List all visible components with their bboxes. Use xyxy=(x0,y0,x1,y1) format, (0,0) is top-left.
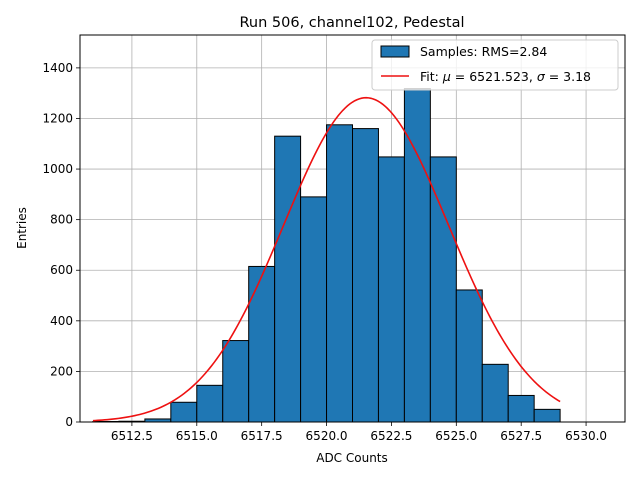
histogram-bar xyxy=(326,124,353,423)
x-axis-label: ADC Counts xyxy=(316,451,388,465)
histogram-bar xyxy=(429,156,457,423)
x-tick-label: 6512.5 xyxy=(111,429,153,443)
x-tick-label: 6517.5 xyxy=(241,429,283,443)
x-tick-label: 6522.5 xyxy=(370,429,412,443)
histogram-bar xyxy=(274,135,302,423)
y-tick-label: 1200 xyxy=(42,111,73,125)
legend-histogram-label: Samples: RMS=2.84 xyxy=(420,44,547,59)
y-tick-label: 800 xyxy=(50,213,73,227)
chart-title: Run 506, channel102, Pedestal xyxy=(239,15,464,31)
y-tick-label: 200 xyxy=(50,364,73,378)
y-axis-label: Entries xyxy=(15,207,29,249)
plot-frame xyxy=(79,34,626,423)
legend-histogram-swatch xyxy=(380,45,410,58)
histogram-bar xyxy=(455,289,483,423)
fit-curve xyxy=(92,96,561,422)
y-tick-label: 400 xyxy=(50,314,73,328)
histogram-bar xyxy=(377,156,405,423)
x-tick-label: 6515.0 xyxy=(176,429,218,443)
x-tick-label: 6525.0 xyxy=(435,429,477,443)
histogram-bar xyxy=(300,196,328,423)
legend-fit-mu: μ xyxy=(442,69,451,84)
histogram-bar xyxy=(352,128,379,423)
legend-fit-suffix: = 3.18 xyxy=(545,69,591,84)
legend-fit-sigma: σ xyxy=(537,69,546,84)
histogram-bar xyxy=(248,265,276,423)
legend: Samples: RMS=2.84 Fit: μ = 6521.523, σ =… xyxy=(371,39,619,91)
legend-fit-prefix: Fit: xyxy=(420,69,443,84)
x-tick-label: 6520.0 xyxy=(306,429,348,443)
legend-fit-label: Fit: μ = 6521.523, σ = 3.18 xyxy=(420,69,591,84)
histogram-bar xyxy=(170,401,198,423)
x-axis-ticks: 6512.5 6515.0 6517.5 6520.0 6522.5 6525.0 6527… xyxy=(111,422,607,443)
histogram-bar xyxy=(481,363,509,423)
y-tick-label: 1400 xyxy=(42,61,73,75)
y-tick-label: 0 xyxy=(65,415,73,429)
histogram-bar xyxy=(222,340,250,423)
x-tick-label: 6530.0 xyxy=(565,429,607,443)
legend-fit-mid: = 6521.523, xyxy=(451,69,537,84)
legend-box xyxy=(371,39,619,91)
histogram-bar xyxy=(196,384,224,423)
y-tick-label: 1000 xyxy=(42,162,73,176)
x-tick-label: 6527.5 xyxy=(500,429,542,443)
y-tick-label: 600 xyxy=(50,263,73,277)
y-axis-ticks: 0 200 400 600 800 1000 1200 1400 xyxy=(42,61,80,429)
histogram-bar xyxy=(507,394,535,423)
histogram-bar xyxy=(533,408,561,423)
histogram-bar xyxy=(403,88,431,423)
